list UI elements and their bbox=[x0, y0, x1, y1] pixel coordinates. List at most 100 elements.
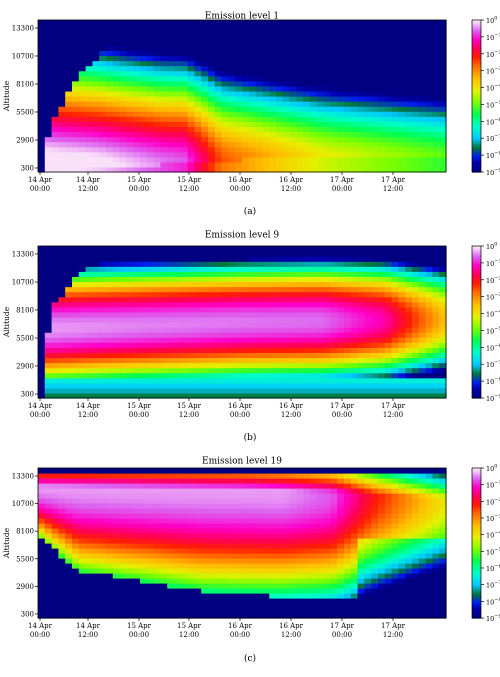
heatmap-cell bbox=[187, 483, 195, 489]
heatmap-cell bbox=[269, 116, 277, 122]
heatmap-cell bbox=[153, 583, 161, 589]
heatmap-cell bbox=[174, 362, 182, 369]
heatmap-cell bbox=[180, 306, 189, 313]
heatmap-cell bbox=[92, 382, 100, 389]
heatmap-cell bbox=[180, 322, 189, 328]
heatmap-cell bbox=[248, 372, 257, 379]
heatmap-cell bbox=[439, 372, 447, 379]
heatmap-cell bbox=[92, 146, 100, 153]
heatmap-cell bbox=[85, 377, 93, 384]
heatmap-cell bbox=[201, 578, 209, 584]
heatmap-cell bbox=[425, 382, 433, 389]
heatmap-cell bbox=[133, 35, 141, 41]
heatmap-cell bbox=[78, 553, 87, 559]
heatmap-cell bbox=[371, 136, 379, 143]
heatmap-cell bbox=[262, 311, 270, 318]
heatmap-cell bbox=[78, 96, 87, 102]
heatmap-cell bbox=[65, 593, 73, 599]
heatmap-cell bbox=[58, 151, 66, 158]
heatmap-cell bbox=[425, 392, 433, 399]
heatmap-cell bbox=[106, 382, 114, 389]
colorbar-segment bbox=[472, 40, 481, 44]
y-tick-label: 13300 bbox=[12, 25, 34, 33]
heatmap-cell bbox=[208, 382, 216, 389]
heatmap-cell bbox=[235, 337, 243, 343]
heatmap-cell bbox=[269, 478, 277, 484]
heatmap-cell bbox=[51, 156, 59, 163]
heatmap-cell bbox=[439, 136, 447, 143]
heatmap-cell bbox=[160, 246, 168, 252]
heatmap-cell bbox=[201, 503, 209, 509]
heatmap-cell bbox=[167, 60, 175, 67]
heatmap-cell bbox=[221, 96, 229, 102]
heatmap-cell bbox=[133, 166, 141, 173]
heatmap-cell bbox=[106, 598, 114, 604]
heatmap-cell bbox=[255, 563, 263, 569]
heatmap-cell bbox=[85, 322, 93, 328]
heatmap-cell bbox=[350, 146, 359, 153]
heatmap-cell bbox=[235, 85, 243, 92]
heatmap-cell bbox=[310, 90, 318, 97]
heatmap-cell bbox=[357, 90, 365, 97]
heatmap-cell bbox=[235, 548, 243, 554]
heatmap-cell bbox=[201, 121, 209, 127]
heatmap-cell bbox=[398, 246, 406, 252]
heatmap-cell bbox=[412, 55, 420, 62]
heatmap-cell bbox=[146, 538, 155, 544]
heatmap-cell bbox=[208, 508, 216, 514]
heatmap-cell bbox=[276, 156, 284, 163]
heatmap-cell bbox=[119, 55, 127, 62]
heatmap-cell bbox=[276, 382, 284, 389]
heatmap-cell bbox=[72, 20, 80, 26]
heatmap-cell bbox=[337, 306, 345, 313]
heatmap-cell bbox=[310, 342, 318, 348]
heatmap-cell bbox=[153, 251, 161, 257]
heatmap-cell bbox=[146, 357, 155, 364]
heatmap-cell bbox=[248, 528, 257, 534]
heatmap-cell bbox=[38, 593, 46, 599]
heatmap-cell bbox=[146, 342, 155, 348]
heatmap-cell bbox=[126, 276, 134, 283]
heatmap-cell bbox=[262, 377, 270, 384]
heatmap-cell bbox=[405, 116, 413, 122]
heatmap-cell bbox=[160, 322, 168, 328]
heatmap-cell bbox=[44, 327, 53, 333]
heatmap-cell bbox=[357, 322, 365, 328]
heatmap-cell bbox=[364, 271, 372, 277]
heatmap-cell bbox=[140, 508, 148, 514]
heatmap-cell bbox=[187, 563, 195, 569]
heatmap-cell bbox=[153, 111, 161, 117]
heatmap-cell bbox=[194, 382, 202, 389]
heatmap-cell bbox=[194, 276, 202, 283]
heatmap-cell bbox=[364, 80, 372, 87]
heatmap-cell bbox=[425, 296, 433, 303]
heatmap-cell bbox=[112, 593, 121, 599]
heatmap-cell bbox=[269, 483, 277, 489]
heatmap-cell bbox=[133, 141, 141, 148]
heatmap-cell bbox=[282, 543, 291, 549]
heatmap-cell bbox=[112, 543, 121, 549]
heatmap-cell bbox=[85, 553, 93, 559]
heatmap-cell bbox=[201, 362, 209, 369]
heatmap-cell bbox=[425, 261, 433, 267]
heatmap-cell bbox=[58, 367, 66, 374]
heatmap-cell bbox=[119, 121, 127, 127]
heatmap-cell bbox=[323, 90, 331, 97]
heatmap-cell bbox=[228, 382, 236, 389]
heatmap-cell bbox=[276, 70, 284, 77]
heatmap-cell bbox=[140, 316, 148, 323]
heatmap-cell bbox=[432, 372, 440, 379]
heatmap-cell bbox=[160, 593, 168, 599]
heatmap-cell bbox=[282, 136, 291, 143]
heatmap-cell bbox=[208, 518, 216, 524]
heatmap-cell bbox=[425, 40, 433, 46]
heatmap-cell bbox=[337, 392, 345, 399]
heatmap-cell bbox=[153, 281, 161, 288]
heatmap-cell bbox=[323, 382, 331, 389]
heatmap-cell bbox=[146, 558, 155, 564]
heatmap-cell bbox=[276, 251, 284, 257]
heatmap-cell bbox=[58, 583, 66, 589]
heatmap-cell bbox=[146, 588, 155, 594]
heatmap-cell bbox=[330, 276, 338, 283]
heatmap-cell bbox=[201, 131, 209, 138]
